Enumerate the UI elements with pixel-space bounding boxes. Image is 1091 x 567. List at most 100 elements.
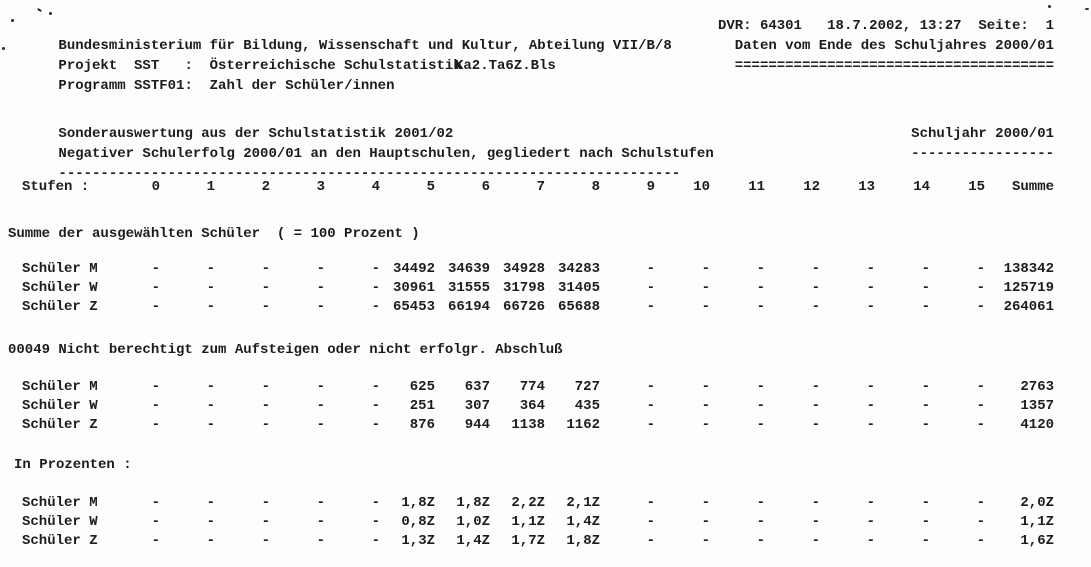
section-heading: Summe der ausgewählten Schüler ( = 100 P…	[8, 226, 420, 242]
value-cell: 2,1Z	[566, 495, 600, 511]
section-heading: 00049 Nicht berechtigt zum Aufsteigen od…	[8, 342, 563, 358]
value-cell: -	[261, 514, 270, 530]
title-line-2: Negativer Schulerfolg 2000/01 an den Hau…	[8, 124, 1054, 162]
value-cell: 1,3Z	[401, 533, 435, 549]
row-label: Schüler W	[22, 398, 98, 414]
value-cell: -	[701, 417, 710, 433]
value-cell: -	[316, 533, 325, 549]
value-cell: -	[151, 280, 160, 296]
report-title-block: Sonderauswertung aus der Schulstatistik …	[8, 104, 1054, 182]
stufen-label: Stufen :	[22, 179, 90, 195]
value-cell: -	[316, 280, 325, 296]
scan-speck	[11, 19, 14, 22]
value-cell: -	[701, 379, 710, 395]
value-cell: -	[976, 533, 985, 549]
value-cell: -	[646, 280, 655, 296]
value-cell: -	[756, 280, 765, 296]
value-cell: 251	[409, 398, 435, 414]
value-cell: -	[206, 495, 215, 511]
section-rows: Schüler M - - - - - 1,8Z 1,8Z 2,2Z 2,1Z - - - - - - - 2,0…	[8, 494, 1054, 551]
value-cell: 1,8Z	[566, 533, 600, 549]
value-cell: 435	[574, 398, 600, 414]
value-cell: -	[646, 533, 655, 549]
value-cell: -	[206, 379, 215, 395]
schuljahr-label: Schuljahr 2000/01	[911, 126, 1054, 142]
stufe-column-header: 8	[591, 179, 600, 195]
value-cell: -	[316, 398, 325, 414]
value-cell: -	[921, 379, 930, 395]
value-cell: -	[921, 280, 930, 296]
row-label: Schüler W	[22, 514, 98, 530]
value-cell: 31798	[502, 280, 545, 296]
value-cell: -	[811, 398, 820, 414]
scan-speck	[2, 47, 5, 50]
section-negative-result: 00049 Nicht berechtigt zum Aufsteigen od…	[8, 341, 1054, 435]
value-cell: -	[151, 299, 160, 315]
value-cell: 1162	[566, 417, 600, 433]
row-label: Schüler Z	[22, 417, 98, 433]
equals-rule: ======================================	[734, 58, 1054, 74]
value-cell: -	[866, 299, 875, 315]
dvr-date-page: DVR: 64301 18.7.2002, 13:27 Seite: 1	[717, 18, 1054, 34]
value-cell: -	[976, 495, 985, 511]
value-cell: 727	[574, 379, 600, 395]
value-cell: -	[921, 533, 930, 549]
value-cell: -	[756, 533, 765, 549]
stufe-column-header: 4	[371, 179, 380, 195]
project-label: Projekt SST : Österreichische Schulstati…	[58, 58, 462, 74]
value-cell: -	[261, 495, 270, 511]
table-row: Schüler W - - - - -30961 31555 31798 31405- - - - - -…	[8, 279, 1054, 298]
value-cell: -	[206, 398, 215, 414]
value-cell: -	[701, 398, 710, 414]
stufe-column-header: 15	[968, 179, 985, 195]
ministry-title: Bundesministerium für Bildung, Wissensch…	[58, 38, 672, 54]
value-cell: -	[151, 514, 160, 530]
value-cell: -	[701, 533, 710, 549]
value-cell: 1,4Z	[456, 533, 490, 549]
stufe-column-header: 13	[858, 179, 875, 195]
stufe-column-header: 7	[536, 179, 545, 195]
value-cell: 307	[464, 398, 490, 414]
value-cell: -	[756, 495, 765, 511]
value-cell: -	[151, 417, 160, 433]
value-cell: -	[701, 280, 710, 296]
value-cell: -	[921, 417, 930, 433]
value-cell: -	[261, 417, 270, 433]
table-row: Schüler Z - - - - - 876 944 1138 1162 - - - - - - - 4120	[8, 416, 1054, 435]
value-cell: -	[756, 299, 765, 315]
value-cell: -	[261, 261, 270, 277]
report-subtitle: Sonderauswertung aus der Schulstatistik …	[58, 126, 454, 142]
title-dash-rule: ----------------------------------------…	[58, 166, 681, 182]
value-cell: -	[921, 261, 930, 277]
value-cell: 66726	[502, 299, 545, 315]
value-cell: -	[701, 495, 710, 511]
value-cell: -	[701, 299, 710, 315]
value-cell: -	[866, 280, 875, 296]
report-header: Bundesministerium für Bildung, Wissensch…	[8, 16, 1054, 94]
summe-cell: 138342	[1003, 261, 1054, 277]
value-cell: -	[261, 379, 270, 395]
summe-cell: 1357	[1020, 398, 1054, 414]
value-cell: -	[976, 398, 985, 414]
value-cell: -	[646, 299, 655, 315]
value-cell: -	[866, 533, 875, 549]
value-cell: 1138	[511, 417, 545, 433]
value-cell: -	[811, 379, 820, 395]
stufe-column-header: 12	[803, 179, 820, 195]
row-label: Schüler Z	[22, 533, 98, 549]
value-cell: -	[866, 495, 875, 511]
value-cell: -	[316, 299, 325, 315]
value-cell: -	[371, 533, 380, 549]
stufe-column-header: 1	[206, 179, 215, 195]
value-cell: -	[316, 261, 325, 277]
value-cell: 1,8Z	[401, 495, 435, 511]
value-cell: -	[316, 514, 325, 530]
value-cell: -	[371, 398, 380, 414]
value-cell: 65688	[557, 299, 600, 315]
value-cell: 2,2Z	[511, 495, 545, 511]
value-cell: -	[206, 533, 215, 549]
value-cell: 34639	[447, 261, 490, 277]
value-cell: -	[976, 261, 985, 277]
value-cell: -	[756, 379, 765, 395]
row-label: Schüler W	[22, 280, 98, 296]
